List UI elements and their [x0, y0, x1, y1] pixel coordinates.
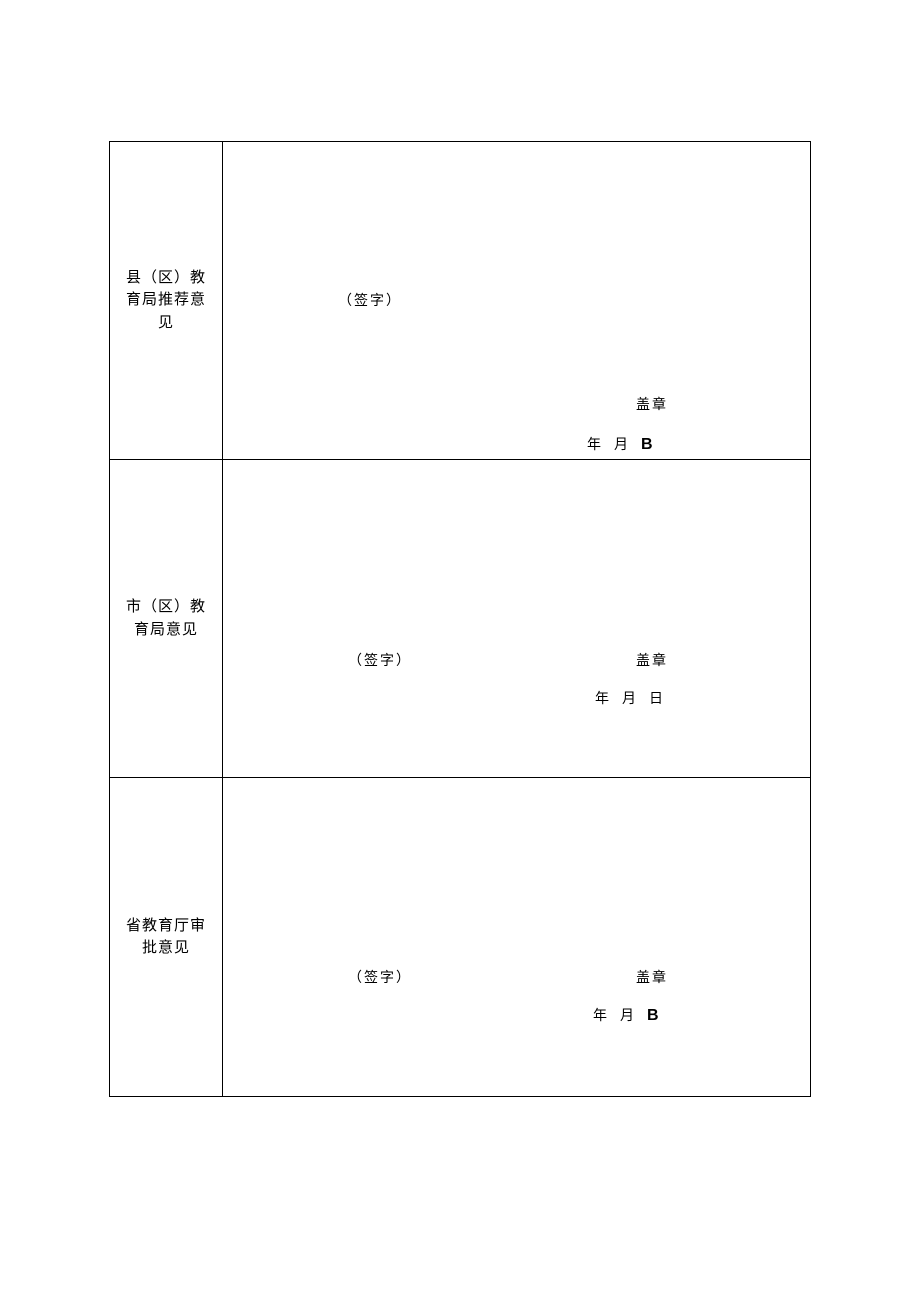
- table-row: 市（区）教育局意见 （签字） 盖章 年 月 日: [110, 460, 810, 778]
- row-content-cell: （签字） 盖章 年 月 日: [223, 460, 810, 777]
- signature-label: （签字）: [348, 650, 412, 670]
- date-label: 年 月 B: [587, 434, 653, 454]
- approval-table: 县（区）教育局推荐意见 （签字） 盖章 年 月 B 市（区）教育局意见 （签字）…: [109, 141, 811, 1097]
- row-label-cell: 市（区）教育局意见: [110, 460, 223, 777]
- date-year: 年: [595, 692, 611, 707]
- row-label: 省教育厅审批意见: [120, 915, 212, 960]
- row-label: 市（区）教育局意见: [120, 596, 212, 641]
- row-label-cell: 县（区）教育局推荐意见: [110, 142, 223, 459]
- date-day: 日: [649, 692, 665, 707]
- row-content-cell: （签字） 盖章 年 月 B: [223, 778, 810, 1096]
- date-year: 年: [587, 438, 603, 453]
- signature-label: （签字）: [338, 290, 402, 310]
- date-month: 月: [622, 692, 638, 707]
- date-label: 年 月 日: [595, 688, 665, 708]
- date-label: 年 月 B: [593, 1005, 659, 1025]
- table-row: 省教育厅审批意见 （签字） 盖章 年 月 B: [110, 778, 810, 1096]
- date-day: B: [647, 1007, 659, 1024]
- date-month: 月: [620, 1009, 636, 1024]
- date-day: B: [641, 436, 653, 453]
- row-label-cell: 省教育厅审批意见: [110, 778, 223, 1096]
- date-month: 月: [614, 438, 630, 453]
- stamp-label: 盖章: [636, 650, 668, 670]
- signature-label: （签字）: [348, 967, 412, 987]
- date-year: 年: [593, 1009, 609, 1024]
- stamp-label: 盖章: [636, 967, 668, 987]
- row-label: 县（区）教育局推荐意见: [120, 267, 212, 335]
- stamp-label: 盖章: [636, 394, 668, 414]
- table-row: 县（区）教育局推荐意见 （签字） 盖章 年 月 B: [110, 142, 810, 460]
- row-content-cell: （签字） 盖章 年 月 B: [223, 142, 810, 459]
